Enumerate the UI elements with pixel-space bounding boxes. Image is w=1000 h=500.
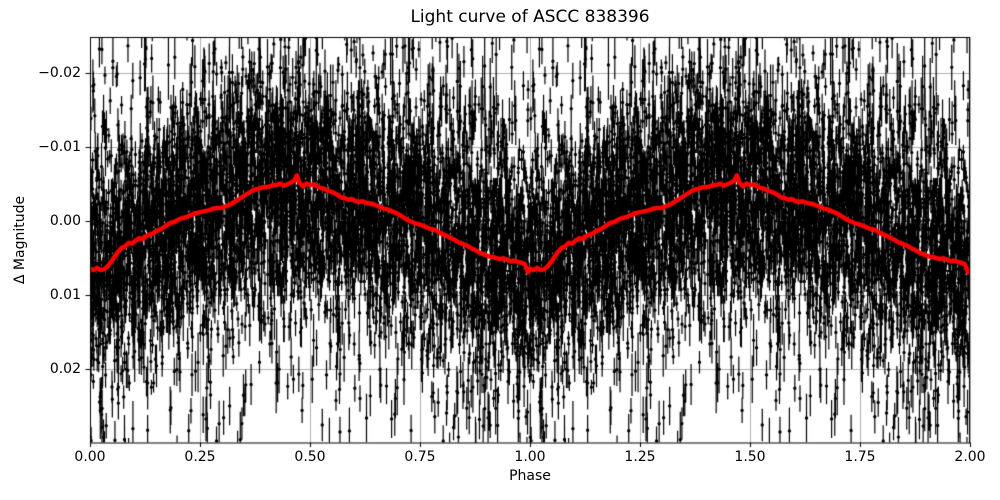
- x-tick-label: 0.00: [74, 449, 106, 465]
- y-tick-label: 0.02: [49, 361, 81, 378]
- x-tick-label: 1.00: [514, 449, 546, 465]
- x-axis-label: Phase: [509, 468, 551, 484]
- y-tick-label: 0.00: [49, 213, 81, 230]
- x-tick-label: 0.50: [294, 449, 326, 465]
- y-tick-label: −0.01: [38, 139, 81, 156]
- x-tick-label: 0.75: [404, 449, 436, 465]
- x-tick-label: 1.50: [734, 449, 766, 465]
- x-tick-label: 1.75: [844, 449, 876, 465]
- x-tick-label: 0.25: [184, 449, 216, 465]
- y-tick-label: 0.01: [49, 287, 81, 304]
- chart-title: Light curve of ASCC 838396: [410, 7, 650, 27]
- x-tick-label: 1.25: [624, 449, 656, 465]
- x-tick-label: 2.00: [954, 449, 986, 465]
- y-axis-label: Δ Magnitude: [12, 195, 28, 285]
- y-tick-label: −0.02: [38, 65, 81, 82]
